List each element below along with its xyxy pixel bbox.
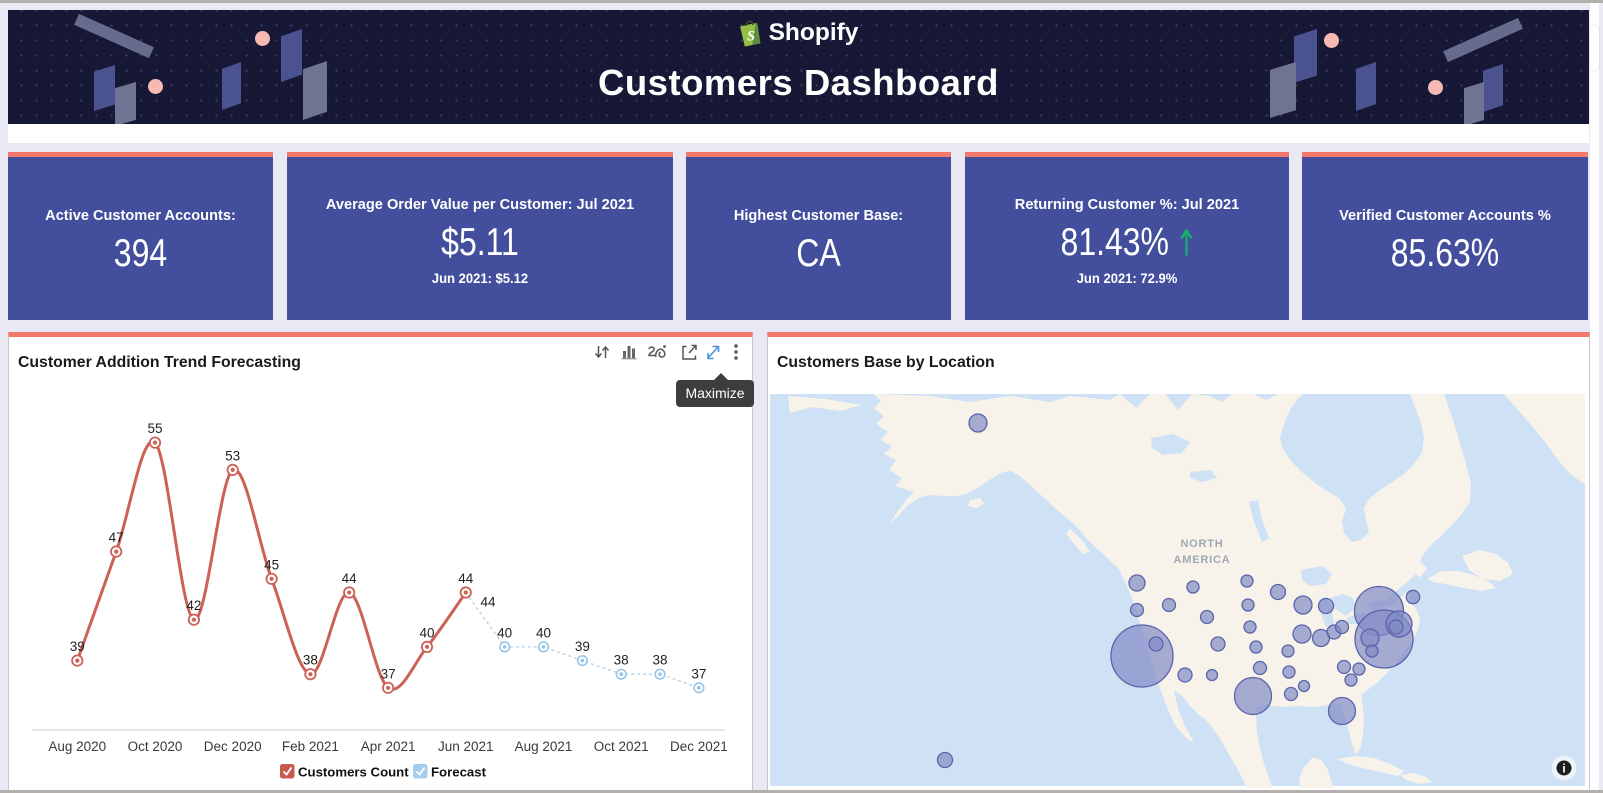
svg-text:Customers Count: Customers Count: [298, 765, 409, 780]
svg-text:40: 40: [419, 625, 434, 640]
svg-text:Aug 2020: Aug 2020: [48, 739, 106, 754]
svg-text:37: 37: [381, 666, 396, 681]
svg-text:39: 39: [70, 639, 85, 654]
svg-text:38: 38: [303, 653, 318, 668]
svg-text:44: 44: [342, 571, 358, 586]
svg-text:Oct 2021: Oct 2021: [594, 739, 649, 754]
svg-text:AMERICA: AMERICA: [1174, 554, 1231, 566]
svg-text:55: 55: [147, 421, 162, 436]
svg-text:38: 38: [614, 653, 629, 668]
svg-text:40: 40: [497, 625, 512, 640]
svg-text:37: 37: [691, 666, 706, 681]
svg-text:NORTH: NORTH: [1180, 538, 1223, 550]
svg-text:53: 53: [225, 448, 240, 463]
svg-text:44: 44: [458, 571, 474, 586]
svg-text:Feb 2021: Feb 2021: [282, 739, 339, 754]
svg-text:45: 45: [264, 557, 279, 572]
svg-text:Aug 2021: Aug 2021: [515, 739, 573, 754]
svg-text:42: 42: [186, 598, 201, 613]
svg-text:47: 47: [109, 530, 124, 545]
svg-text:Jun 2021: Jun 2021: [438, 739, 494, 754]
svg-text:38: 38: [652, 653, 667, 668]
svg-text:S: S: [747, 28, 755, 44]
svg-text:Dec 2020: Dec 2020: [204, 739, 262, 754]
svg-text:44: 44: [480, 595, 496, 610]
svg-text:40: 40: [536, 625, 551, 640]
svg-text:Oct 2020: Oct 2020: [128, 739, 183, 754]
svg-text:Dec 2021: Dec 2021: [670, 739, 728, 754]
svg-text:Forecast: Forecast: [431, 765, 487, 780]
svg-text:Apr 2021: Apr 2021: [361, 739, 416, 754]
svg-text:i: i: [1562, 762, 1565, 776]
svg-text:39: 39: [575, 639, 590, 654]
